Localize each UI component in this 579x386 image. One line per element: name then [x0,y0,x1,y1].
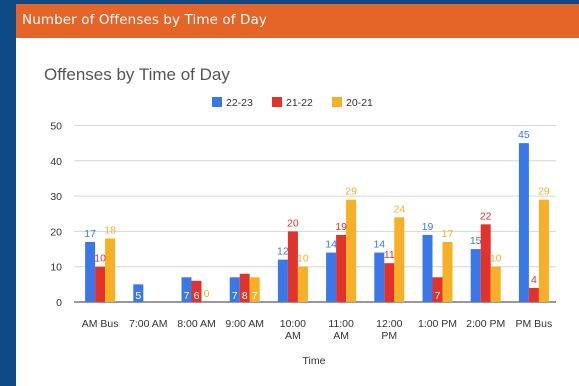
legend-swatch [212,97,222,107]
legend-label: 22-23 [226,97,253,109]
bar [432,277,443,302]
data-label: 10 [94,253,106,265]
data-label: 0 [204,288,210,300]
bar [287,231,298,302]
x-tick-label: 1:00 PM [418,318,457,330]
y-tick-label: 50 [50,121,62,133]
data-label: 4 [531,274,537,286]
x-tick-label: 2:00 PM [466,318,505,330]
data-label: 17 [84,228,96,240]
x-tick-label: AM Bus [82,318,119,330]
x-tick-label: PM Bus [516,318,553,330]
data-label: 19 [422,221,434,233]
chart-panel [16,0,579,386]
data-label: 29 [538,186,550,198]
bar [470,249,481,302]
bar [480,224,491,302]
bar [85,241,96,302]
data-label: 7 [252,290,258,302]
data-label: 15 [470,235,482,247]
bar [490,266,501,302]
bar [239,273,250,302]
panel-header: Number of Offenses by Time of Day [16,0,579,38]
x-tick-label: 10:00 [280,318,306,330]
data-label: 14 [373,239,385,251]
bar [249,277,260,302]
bar [229,277,240,302]
data-label: 5 [135,290,141,302]
y-tick-label: 40 [50,156,62,168]
x-tick-label: 11:00 [328,318,354,330]
x-axis-ticks: AM Bus 7:00 AM 8:00 AM 9:00 AM 10:00AM11:00A… [82,318,553,342]
bar [133,284,144,302]
bar [346,199,357,302]
bar [277,259,288,302]
legend: 22-23 21-22 20-21 [212,97,373,109]
bar [528,287,539,302]
data-label: 29 [345,186,357,198]
bar [95,266,106,302]
bar [191,280,202,302]
x-tick-label: 12:00 [376,318,402,330]
bars [85,143,549,302]
chart-title: Offenses by Time of Day [44,65,230,84]
y-tick-label: 10 [50,262,62,274]
data-label: 10 [297,253,309,265]
bar [538,199,549,302]
x-tick-label: 7:00 AM [129,318,168,330]
data-label: 20 [287,217,299,229]
y-tick-label: 20 [50,226,62,238]
bar [518,143,529,302]
data-label: 45 [518,129,530,141]
data-label: 14 [325,239,337,251]
y-tick-label: 0 [56,297,62,309]
x-axis-title: Time [303,355,326,367]
data-label: 10 [490,253,502,265]
bar [297,266,308,302]
data-label: 7 [184,290,190,302]
bar [105,238,116,302]
data-label: 22 [480,210,492,222]
bar [384,263,395,302]
legend-label: 20-21 [346,97,373,109]
x-tick-label: AM [333,330,349,342]
data-label: 7 [435,290,441,302]
panel-title: Number of Offenses by Time of Day [22,12,267,28]
bar [326,252,337,302]
bar [442,241,453,302]
x-tick-label: AM [285,330,301,342]
data-label: 17 [442,228,454,240]
bar [336,234,347,302]
data-label: 12 [277,246,289,258]
data-label: 8 [242,290,248,302]
legend-label: 21-22 [286,97,313,109]
data-label: 18 [104,224,116,236]
bar [374,252,385,302]
x-tick-label: PM [381,330,397,342]
data-label: 6 [194,290,200,302]
bar [422,234,433,302]
bar [394,217,405,302]
legend-swatch [272,97,282,107]
legend-swatch [332,97,342,107]
y-tick-label: 30 [50,191,62,203]
data-label: 24 [393,203,405,215]
y-axis-ticks: 0 10 20 30 40 50 [50,121,62,310]
data-label: 11 [384,249,395,261]
bar [181,277,192,302]
data-label: 19 [335,221,347,233]
data-label: 7 [232,290,238,302]
x-tick-label: 9:00 AM [225,318,264,330]
x-tick-label: 8:00 AM [177,318,216,330]
